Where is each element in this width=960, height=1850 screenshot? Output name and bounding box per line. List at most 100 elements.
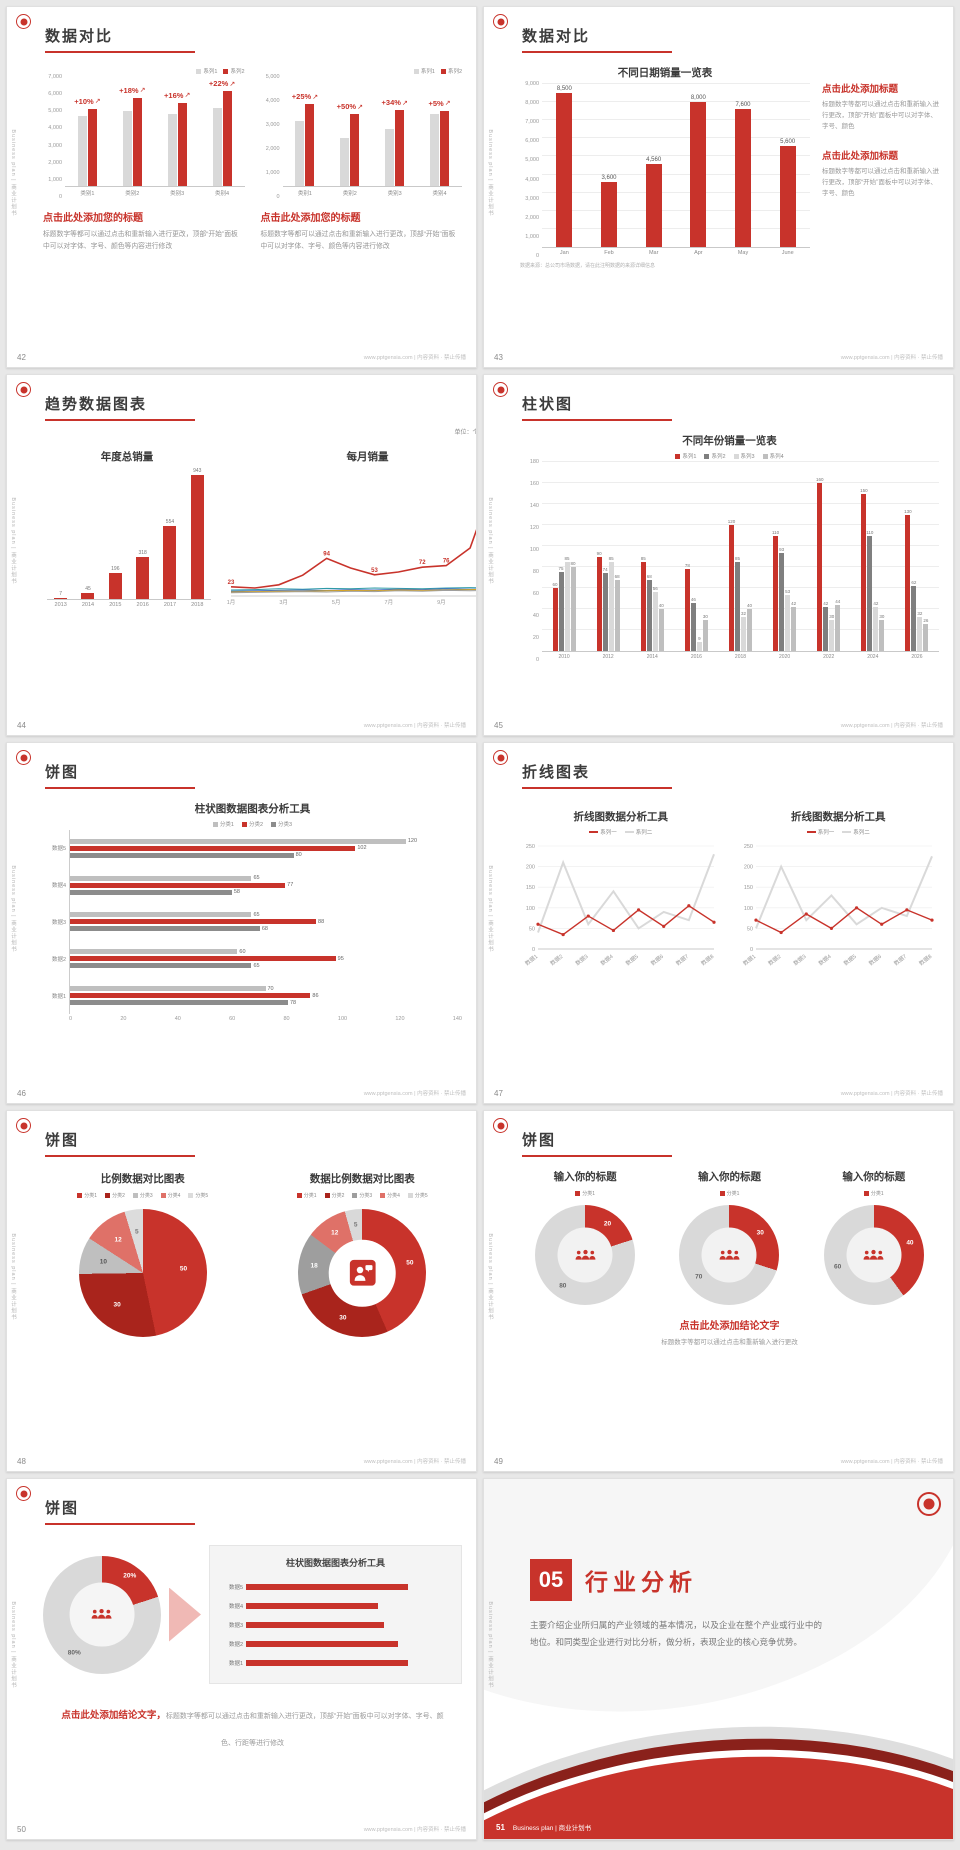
bar-column: 42 (823, 462, 828, 651)
slide-45[interactable]: Business plan | 商业计划书 柱状图 不同年份销量一览表 系列1 系… (483, 374, 954, 736)
value-label: 74 (602, 567, 608, 573)
category-label: 2018 (734, 654, 747, 660)
grid-line (542, 191, 810, 193)
grid-line (542, 524, 939, 525)
legend-item: 系列2 (704, 452, 726, 460)
donut-block: 输入你的标题 分类1 40 60 (809, 1169, 939, 1305)
value-label: 42 (791, 600, 797, 606)
category-label: 2016 (690, 654, 702, 660)
slide-43[interactable]: Business plan | 商业计划书 数据对比 不同日期销量一览表 0 1,… (483, 6, 954, 368)
legend-marker-icon (806, 831, 816, 833)
legend-label: 分类1 (219, 822, 234, 828)
donut-chart: 40 60 (823, 1205, 924, 1305)
trend-arrow-icon: ↗ (444, 100, 451, 108)
bar-column: 120 (728, 462, 735, 651)
slide-42[interactable]: Business plan | 商业计划书 数据对比 系列1 系列2 0 1,000… (6, 6, 477, 368)
axis-tick-label: 150 (743, 885, 752, 891)
donut-hole (846, 1227, 902, 1283)
plot-area: +10% ↗ +18% ↗ +16% ↗ +22% ↗ (65, 77, 245, 187)
legend-label: 系列1 (682, 454, 697, 460)
bar-group: 60 75 85 80 (542, 462, 586, 651)
conclusion-body: 标题数字等都可以通过点击和重新输入进行更改，顶部“开始”面板中可以对字体、字号、… (165, 1713, 444, 1748)
bar (690, 102, 707, 247)
axis-tick-label: 180 (529, 459, 539, 465)
axis-tick-label: 7月 (385, 599, 394, 606)
bar-column: 32 (917, 462, 922, 651)
legend-marker-icon (132, 1193, 138, 1198)
bar (69, 963, 252, 969)
slide-47[interactable]: Business plan | 商业计划书 折线图表 折线图数据分析工具 系列一… (483, 742, 954, 1104)
footer-site-label: www.pptgensia.com | 内容资料 · 禁止传播 (363, 1459, 466, 1465)
axis-tick-label: 数据4 (599, 952, 615, 966)
bar-column (77, 77, 87, 186)
legend-item: 系列3 (733, 452, 755, 460)
data-point (611, 928, 616, 933)
caption-body: 标题数字等都可以通过点击和重新输入进行更改，顶部“开始”面板中可以对字体、字号、… (43, 231, 238, 250)
page-title: 柱状图 (522, 393, 673, 421)
axis-tick-label: 数据7 (674, 952, 690, 966)
axis-tick-label: 6,000 (48, 91, 62, 98)
chart-title: 折线图数据分析工具 (573, 811, 669, 823)
axis-tick-label: 250 (743, 844, 752, 850)
bar (108, 573, 122, 599)
axis-tick-label: 5,000 (525, 157, 539, 164)
legend-marker-icon (413, 68, 419, 74)
legend-label: 分类1 (303, 1193, 317, 1199)
value-label: 90 (596, 550, 602, 556)
bar (646, 579, 652, 651)
value-label: 75 (558, 566, 564, 572)
bar (395, 110, 405, 186)
category-label: 数据3 (51, 919, 66, 926)
bar (785, 595, 791, 651)
page-title: 饼图 (45, 1497, 196, 1525)
axis-tick-label: 数据1 (741, 952, 757, 966)
bar (246, 1660, 409, 1667)
slide-50[interactable]: Business plan | 商业计划书 饼图 20% 80% 柱状图数据图表分… (6, 1478, 477, 1840)
category-label: Apr (694, 250, 703, 256)
slide-51[interactable]: Business plan | 商业计划书 05 行业分析 主要介绍企业所归属的… (483, 1478, 954, 1840)
bar (132, 97, 142, 186)
axis-tick-label: 2,000 (525, 214, 539, 221)
bar-column: 30 (702, 462, 708, 651)
legend-item: 系列一 (589, 828, 617, 836)
bar (430, 114, 440, 186)
slide-48[interactable]: Business plan | 商业计划书 饼图 比例数据对比图表 分类1 分类2… (6, 1110, 477, 1472)
legend-item: 系列1 (675, 452, 696, 460)
pie-chart: 50 30 10 12 5 (78, 1209, 207, 1337)
slice-label: 80% (67, 1649, 81, 1657)
slice-label: 60 (834, 1263, 842, 1271)
legend-marker-icon (352, 1193, 358, 1198)
axis-tick-label: 140 (529, 503, 539, 509)
legend-label: 分类5 (414, 1193, 428, 1199)
slide-46[interactable]: Business plan | 商业计划书 饼图 柱状图数据图表分析工具 分类1… (6, 742, 477, 1104)
block-title: 点击此处添加标题 (822, 151, 899, 163)
data-point (712, 920, 716, 924)
people-icon (92, 1608, 112, 1619)
bar (702, 619, 708, 651)
slide-content: 输入你的标题 分类1 20 80 输入你的标题 分类1 30 70 输入你的标题 分… (520, 1169, 939, 1451)
category-label: 数据3 (228, 1622, 243, 1629)
bars-stack (246, 1660, 449, 1667)
axis-tick-label: 0 (535, 657, 539, 663)
data-point (904, 908, 908, 912)
slide-44[interactable]: Business plan | 商业计划书 趋势数据图表 单位：个 in '00… (6, 374, 477, 736)
section-title: 行业分析 (585, 1569, 697, 1595)
charts-row: 年度总销量 7 45 196 318 554 943 2013 2014 2015 2016 201… (43, 433, 476, 608)
value-label: 8,500 (556, 86, 572, 93)
legend-marker-icon (733, 453, 739, 459)
hbar-group: 数据4 (222, 1602, 449, 1610)
slide-49[interactable]: Business plan | 商业计划书 饼图 输入你的标题 分类1 20 80… (483, 1110, 954, 1472)
bar (69, 956, 336, 962)
value-label: 44 (835, 598, 841, 604)
analysis-panel: 柱状图数据图表分析工具 数据5 数据4 数据3 数据2 数据1 (209, 1545, 462, 1684)
value-label: 70 (267, 985, 274, 992)
page-number: 42 (17, 353, 26, 362)
chart-legend: 系列1 系列2 (261, 67, 462, 75)
bar (829, 619, 835, 651)
bar (556, 93, 573, 247)
bar-column (212, 77, 222, 186)
bar-row: 77 (69, 882, 462, 888)
axis-tick-label: 100 (526, 906, 535, 912)
bar-column: 8,000 (690, 84, 707, 247)
value-label: 30 (702, 613, 708, 619)
